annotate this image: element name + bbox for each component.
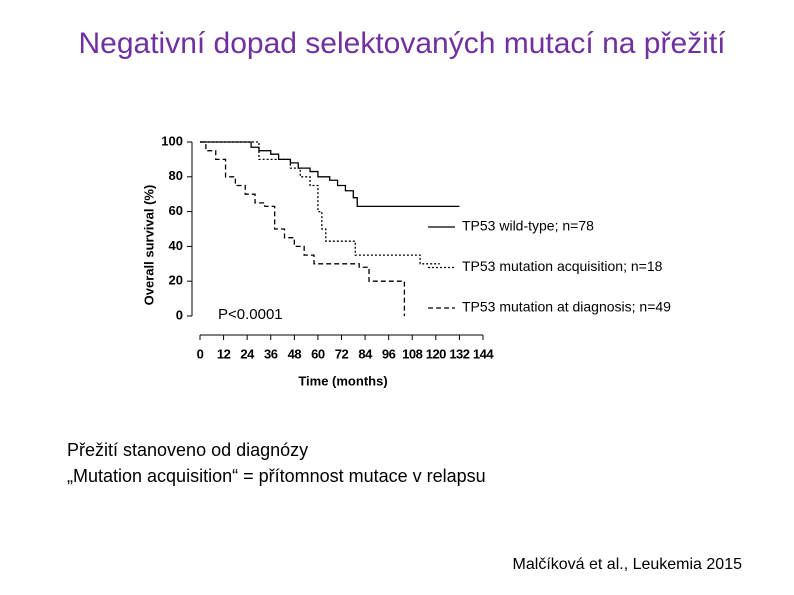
survival-curve bbox=[200, 141, 440, 265]
x-tick-label: 84 bbox=[358, 346, 373, 361]
x-tick-label: 48 bbox=[288, 346, 302, 361]
y-tick-label: 20 bbox=[169, 273, 183, 288]
x-tick-label: 120 bbox=[426, 346, 446, 361]
x-tick-label: 60 bbox=[311, 346, 325, 361]
x-tick-label: 132 bbox=[449, 346, 469, 361]
annotation: P<0.0001 bbox=[218, 306, 283, 323]
legend-label: TP53 wild-type; n=78 bbox=[462, 218, 594, 234]
y-tick-label: 40 bbox=[169, 238, 183, 253]
x-tick-label: 108 bbox=[402, 346, 422, 361]
x-tick-label: 36 bbox=[264, 346, 278, 361]
x-tick-label: 0 bbox=[197, 346, 204, 361]
citation: Malčíková et al., Leukemia 2015 bbox=[512, 556, 742, 573]
y-tick-label: 60 bbox=[169, 203, 183, 218]
survival-curve bbox=[200, 141, 406, 316]
x-tick-label: 12 bbox=[217, 346, 231, 361]
y-tick-label: 100 bbox=[161, 133, 183, 148]
note: „Mutation acquisition“ = přítomnost muta… bbox=[67, 466, 486, 486]
slide-title: Negativní dopad selektovaných mutací na … bbox=[78, 27, 726, 60]
survival-curve bbox=[200, 141, 460, 208]
x-tick-label: 72 bbox=[335, 346, 349, 361]
x-axis-label: Time (months) bbox=[298, 373, 387, 388]
x-tick-label: 96 bbox=[382, 346, 396, 361]
y-tick-label: 0 bbox=[176, 307, 183, 322]
x-tick-label: 24 bbox=[240, 346, 255, 361]
y-tick-label: 80 bbox=[169, 168, 183, 183]
legend-label: TP53 mutation acquisition; n=18 bbox=[462, 258, 663, 274]
note: Přežití stanoveno od diagnózy bbox=[67, 440, 309, 460]
legend-label: TP53 mutation at diagnosis; n=49 bbox=[462, 299, 671, 315]
y-axis-label: Overall survival (%) bbox=[141, 185, 156, 306]
x-tick-label: 144 bbox=[473, 346, 494, 361]
